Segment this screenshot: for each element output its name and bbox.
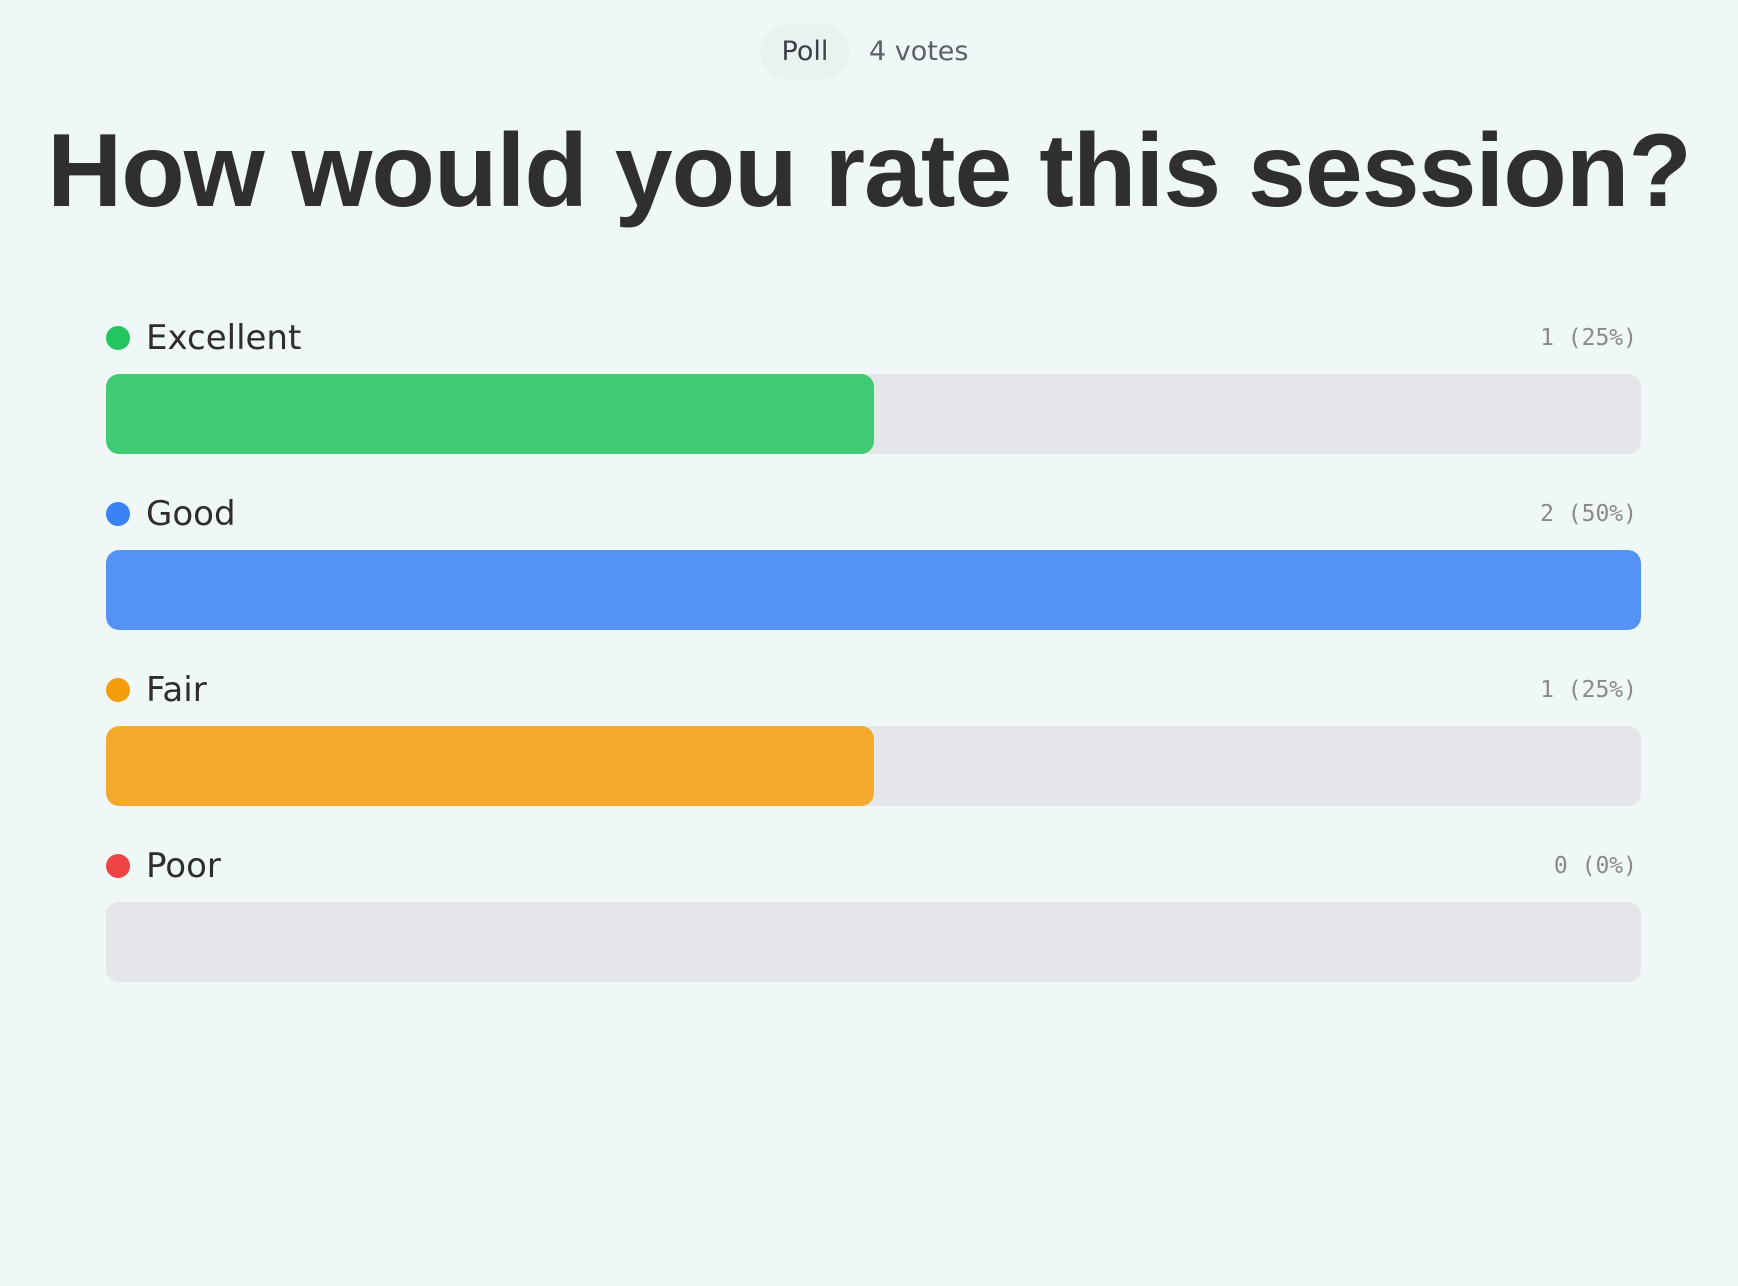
color-dot (106, 678, 130, 702)
bar (106, 726, 874, 806)
option-row: Poor 0 (0%) (106, 840, 1641, 1016)
bar (106, 550, 1641, 630)
vote-count: 4 votes (868, 36, 969, 67)
color-dot (106, 502, 130, 526)
option-label: Fair (146, 670, 207, 710)
option-header: Poor 0 (0%) (106, 840, 1641, 892)
color-dot (106, 326, 130, 350)
color-dot (106, 854, 130, 878)
options: Excellent 1 (25%) Good 2 (50%) Fair 1 (25%) Po… (106, 312, 1641, 1016)
option-result: 2 (50%) (1540, 501, 1637, 527)
bar-track (106, 374, 1641, 454)
option-row: Fair 1 (25%) (106, 664, 1641, 840)
bar-track (106, 726, 1641, 806)
option-header: Excellent 1 (25%) (106, 312, 1641, 364)
option-result: 1 (25%) (1540, 677, 1637, 703)
bar (106, 374, 874, 454)
option-label: Good (146, 494, 236, 534)
option-result: 1 (25%) (1540, 325, 1637, 351)
option-row: Good 2 (50%) (106, 488, 1641, 664)
option-row: Excellent 1 (25%) (106, 312, 1641, 488)
option-header: Good 2 (50%) (106, 488, 1641, 540)
option-result: 0 (0%) (1553, 853, 1637, 879)
option-label: Excellent (146, 318, 302, 358)
bar-track (106, 550, 1641, 630)
header: Poll 4 votes (0, 24, 1738, 79)
poll-badge: Poll (759, 24, 851, 79)
bar-track (106, 902, 1641, 982)
option-label: Poor (146, 846, 221, 886)
option-header: Fair 1 (25%) (106, 664, 1641, 716)
question: How would you rate this session? (47, 113, 1692, 229)
